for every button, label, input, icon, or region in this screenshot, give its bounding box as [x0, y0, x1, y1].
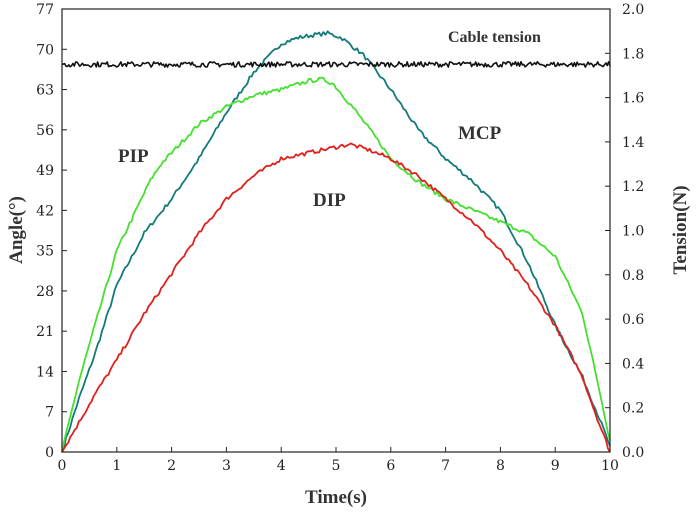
y-tick-label: 0 — [45, 445, 54, 461]
y-axis-title: Angle(°) — [6, 196, 27, 264]
annotation-pip: PIP — [118, 146, 149, 167]
ticks-layer: 0 1 2 3 4 5 6 7 8 9 1007142128354249566370770.00.2… — [36, 2, 644, 474]
y-tick-label: 28 — [36, 284, 54, 300]
y-tick-label: 56 — [36, 123, 54, 139]
x-tick-label: 7 — [441, 458, 450, 474]
x-tick-label: 2 — [167, 458, 176, 474]
series-line-cable-tension — [61, 61, 611, 68]
y2-tick-label: 0.6 — [622, 312, 644, 328]
y-tick-label: 63 — [36, 83, 54, 99]
y2-axis-title: Tension(N) — [670, 185, 691, 274]
series-line-dip — [61, 142, 611, 453]
annotation-dip: DIP — [313, 190, 346, 211]
x-axis-title: Time(s) — [305, 487, 367, 508]
y2-tick-label: 1.0 — [622, 224, 644, 240]
y2-tick-label: 1.6 — [622, 91, 644, 107]
x-tick-label: 3 — [222, 458, 231, 474]
x-tick-label: 10 — [601, 458, 619, 474]
y-tick-label: 14 — [36, 364, 54, 380]
x-tick-label: 4 — [277, 458, 286, 474]
series-layer — [61, 30, 611, 453]
y2-tick-label: 0.2 — [622, 401, 644, 417]
y-tick-label: 7 — [45, 405, 54, 421]
series-line-mcp — [61, 30, 611, 453]
y2-tick-label: 1.4 — [622, 135, 644, 151]
x-tick-label: 5 — [332, 458, 341, 474]
y-tick-label: 49 — [36, 163, 54, 179]
x-tick-label: 0 — [58, 458, 67, 474]
y-tick-label: 70 — [36, 42, 54, 58]
x-tick-label: 9 — [551, 458, 560, 474]
x-tick-label: 6 — [386, 458, 395, 474]
y-tick-label: 42 — [36, 203, 54, 219]
y2-tick-label: 0.4 — [622, 356, 644, 372]
x-tick-label: 8 — [496, 458, 505, 474]
y-tick-label: 77 — [36, 2, 54, 18]
y2-tick-label: 2.0 — [622, 2, 644, 18]
annotation-mcp: MCP — [458, 123, 502, 144]
y-tick-label: 21 — [36, 324, 54, 340]
plot-frame — [61, 8, 611, 453]
y2-tick-label: 1.8 — [622, 46, 644, 62]
y2-tick-label: 1.2 — [622, 179, 644, 195]
annotation-cable-tension: Cable tension — [448, 29, 541, 46]
x-tick-label: 1 — [112, 458, 121, 474]
y-tick-label: 35 — [36, 244, 54, 260]
y2-tick-label: 0.8 — [622, 268, 644, 284]
series-line-pip — [61, 76, 611, 453]
y2-tick-label: 0.0 — [622, 445, 644, 461]
